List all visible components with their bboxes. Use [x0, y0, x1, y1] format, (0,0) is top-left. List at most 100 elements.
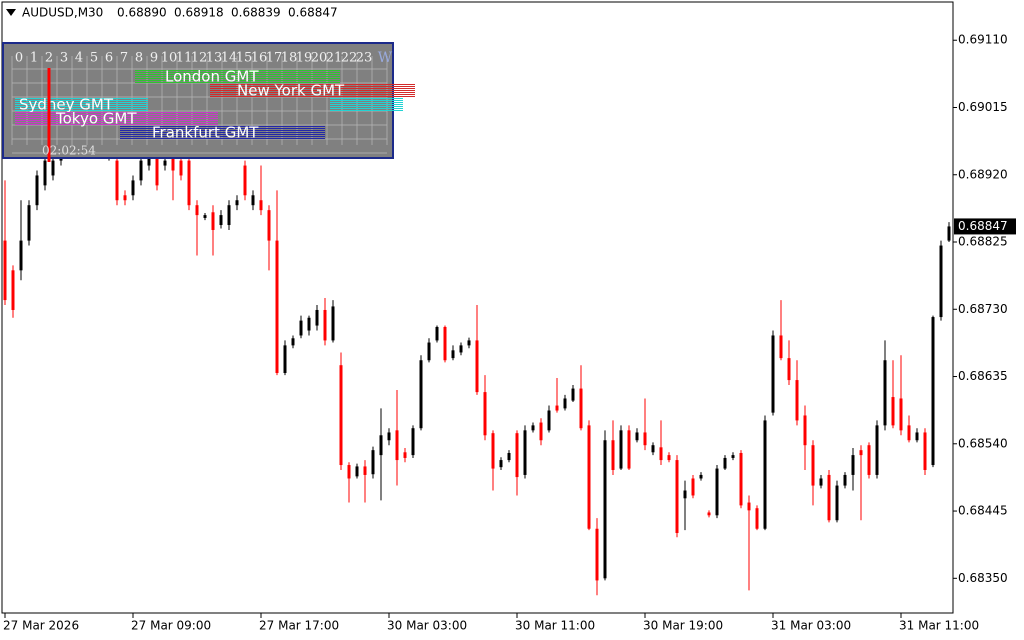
candle-body — [259, 200, 263, 211]
candle-body — [739, 452, 743, 506]
candle-body — [691, 478, 695, 496]
candle-body — [459, 345, 463, 353]
candle-body — [851, 455, 855, 475]
candle-body — [539, 422, 543, 441]
hour-label: 18 — [281, 51, 298, 66]
candle-body — [491, 433, 495, 469]
candle-body — [579, 388, 583, 429]
candle-body — [587, 425, 591, 529]
y-tick-label: 0.68825 — [958, 235, 1008, 249]
candle-body — [779, 335, 783, 359]
candle-body — [723, 457, 727, 469]
candle-body — [603, 440, 607, 579]
candle-body — [347, 465, 351, 479]
hour-label: 1 — [30, 51, 38, 66]
candle-body — [675, 460, 679, 533]
candle-body — [715, 468, 719, 516]
hour-label: 12 — [191, 51, 208, 66]
hour-label: 14 — [221, 51, 238, 66]
hour-label: 23 — [356, 51, 373, 66]
candle-body — [819, 478, 823, 486]
candle-body — [787, 358, 791, 381]
hour-label: 20 — [311, 51, 328, 66]
candle-body — [307, 317, 311, 331]
hour-label: 10 — [161, 51, 178, 66]
y-tick-label: 0.68350 — [958, 571, 1008, 585]
candle-body — [19, 240, 23, 271]
hour-label: 15 — [236, 51, 253, 66]
candle-body — [659, 447, 663, 461]
candle-body — [707, 512, 711, 516]
hour-label: 13 — [206, 51, 223, 66]
session-bar — [135, 70, 340, 83]
candle-body — [563, 398, 567, 409]
hour-label: 19 — [296, 51, 313, 66]
candle-body — [227, 205, 231, 226]
candle-body — [51, 160, 55, 176]
candle-body — [299, 320, 303, 336]
candle-body — [763, 420, 767, 529]
candle-body — [875, 425, 879, 475]
session-name: Frankfurt GMT — [152, 124, 259, 142]
candle-body — [803, 415, 807, 446]
candle-body — [747, 502, 751, 511]
candle-body — [643, 432, 647, 446]
candle-body — [403, 452, 407, 458]
candle-body — [811, 445, 815, 486]
candle-body — [667, 455, 671, 461]
candle-body — [355, 466, 359, 477]
candle-body — [187, 160, 191, 206]
hour-label: 5 — [90, 51, 98, 66]
candle-body — [795, 380, 799, 421]
candle-body — [555, 405, 559, 411]
candle-body — [27, 205, 31, 241]
y-tick-label: 0.68730 — [958, 302, 1008, 316]
candle-body — [547, 410, 551, 431]
y-tick-label: 0.69015 — [958, 100, 1008, 114]
candle-body — [907, 425, 911, 441]
symbol: AUDUSD,M30 — [22, 6, 103, 20]
candle-body — [427, 342, 431, 361]
candle-body — [43, 160, 47, 186]
y-tick-label: 0.68920 — [958, 167, 1008, 181]
x-tick-label: 31 Mar 11:00 — [899, 619, 979, 633]
header-ohlc: 0.68890 0.68918 0.68839 0.68847 — [117, 6, 338, 20]
candle-body — [267, 210, 271, 241]
candle-body — [523, 430, 527, 475]
last-price-label: 0.68847 — [958, 219, 1008, 233]
session-bar — [210, 84, 415, 97]
candle-body — [131, 180, 135, 196]
candle-body — [35, 175, 39, 206]
hour-label: 16 — [251, 51, 268, 66]
hour-label: 21 — [326, 51, 343, 66]
candle-body — [859, 450, 863, 456]
candle-body — [931, 317, 935, 466]
candle-body — [611, 440, 615, 470]
session-name: Sydney GMT — [19, 96, 114, 114]
candle-body — [531, 425, 535, 431]
candle-body — [315, 309, 319, 326]
header-value: 0.68918 — [174, 6, 224, 20]
hour-label: 11 — [176, 51, 193, 66]
candle-body — [171, 154, 175, 171]
candle-body — [139, 160, 143, 181]
candle-body — [891, 397, 895, 426]
candle-body — [419, 360, 423, 429]
candle-body — [411, 428, 415, 456]
candle-body — [699, 474, 703, 479]
session-bar — [15, 112, 218, 125]
candle-body — [435, 326, 439, 341]
clock: 02:02:54 — [42, 144, 96, 158]
hour-label: 4 — [75, 51, 83, 66]
candle-body — [731, 455, 735, 458]
menu-triangle[interactable] — [6, 9, 16, 16]
hour-label: 17 — [266, 51, 283, 66]
header-value: 0.68839 — [231, 6, 281, 20]
x-tick-label: 30 Mar 03:00 — [387, 619, 467, 633]
session-bar — [120, 126, 325, 139]
x-tick-label: 27 Mar 2026 — [3, 619, 79, 633]
hour-label: 7 — [120, 51, 128, 66]
